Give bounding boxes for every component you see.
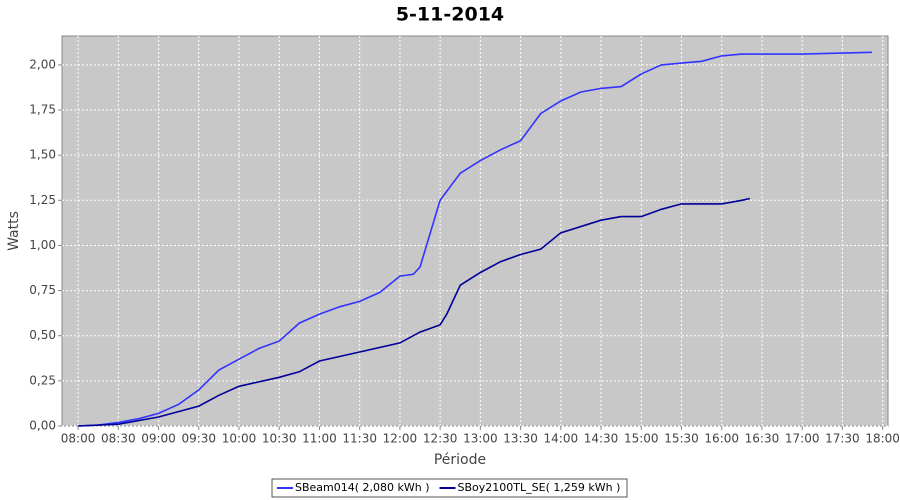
x-tick-label: 13:30	[503, 432, 538, 446]
y-tick-label: 1,00	[29, 238, 56, 252]
x-tick-label: 11:30	[342, 432, 377, 446]
y-tick-label: 1,50	[29, 148, 56, 162]
series-line	[78, 51, 872, 427]
x-tick-label: 16:00	[704, 432, 739, 446]
x-tick-label: 14:30	[584, 432, 619, 446]
y-tick-label: 0,00	[29, 419, 56, 433]
y-tick-label: 1,75	[29, 103, 56, 117]
x-tick-label: 09:00	[141, 432, 176, 446]
legend-label: SBoy2100TL_SE( 1,259 kWh )	[458, 481, 621, 494]
x-tick-label: 17:30	[825, 432, 860, 446]
x-tick-label: 17:00	[785, 432, 820, 446]
legend-label: SBeam014( 2,080 kWh )	[295, 481, 430, 494]
plot-area	[61, 35, 889, 427]
series-line	[78, 197, 751, 427]
x-tick-label: 08:30	[101, 432, 136, 446]
lines	[78, 51, 872, 427]
x-tick-label: 12:00	[383, 432, 418, 446]
x-axis-label: Période	[434, 452, 486, 468]
x-tick-label: 18:00	[865, 432, 900, 446]
y-tick-label: 0,50	[29, 328, 56, 342]
x-tick-label: 10:00	[222, 432, 257, 446]
y-tick-label: 2,00	[29, 57, 56, 71]
x-tick-label: 08:00	[61, 432, 96, 446]
x-tick-label: 16:30	[745, 432, 780, 446]
x-tick-label: 13:00	[463, 432, 498, 446]
x-tick-label: 14:00	[544, 432, 579, 446]
x-tick-label: 10:30	[262, 432, 297, 446]
x-tick-label: 11:00	[302, 432, 337, 446]
x-tick-label: 12:30	[423, 432, 458, 446]
y-tick-label: 0,25	[29, 373, 56, 387]
y-tick-label: 0,75	[29, 283, 56, 297]
y-tick-label: 1,25	[29, 193, 56, 207]
chart-title: 5-11-2014	[396, 4, 504, 26]
y-axis-label: Watts	[6, 211, 22, 251]
x-tick-label: 09:30	[181, 432, 216, 446]
x-tick-label: 15:30	[664, 432, 699, 446]
x-tick-label: 15:00	[624, 432, 659, 446]
